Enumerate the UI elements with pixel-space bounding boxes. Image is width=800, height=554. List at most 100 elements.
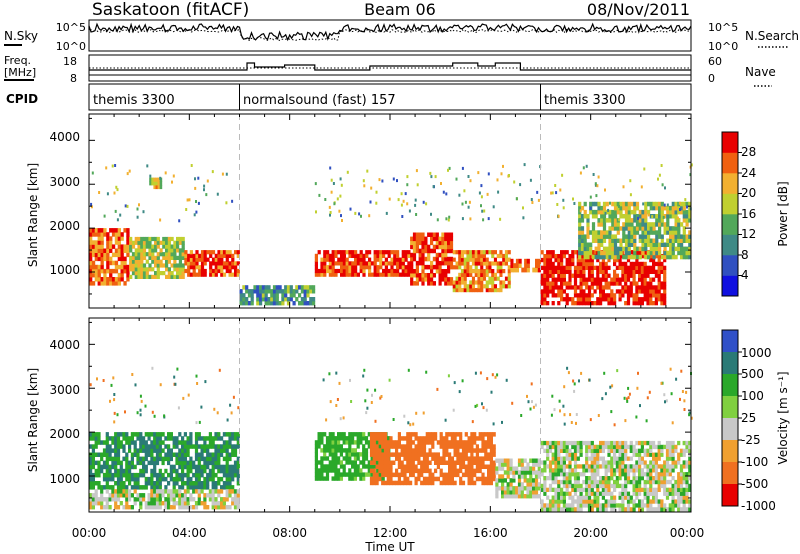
power-cell	[447, 218, 450, 222]
velocity-cell	[331, 444, 335, 449]
velocity-panel: 1000 2000 3000 4000 Slant Range [km]	[26, 317, 693, 513]
power-cell	[94, 268, 98, 274]
velocity-cell	[428, 460, 432, 465]
velocity-cell	[236, 440, 240, 445]
power-cell	[349, 207, 352, 211]
power-cell	[467, 175, 470, 178]
velocity-cell	[660, 452, 664, 457]
power-cell	[414, 203, 417, 207]
velocity-cell	[610, 456, 614, 461]
velocity-cell	[375, 452, 379, 457]
power-cell	[580, 230, 585, 235]
power-cell	[438, 240, 442, 246]
power-cell	[611, 238, 615, 243]
power-cell	[259, 293, 263, 298]
velocity-cell	[94, 432, 98, 437]
power-cell	[348, 253, 352, 258]
velocity-cell	[334, 452, 338, 457]
power-cell	[348, 268, 352, 274]
velocity-cell	[621, 440, 625, 446]
velocity-cell	[102, 448, 107, 453]
velocity-cell	[590, 479, 594, 485]
power-cell	[189, 261, 193, 266]
power-cell	[666, 205, 670, 211]
power-cell	[154, 255, 158, 260]
power-cell	[599, 281, 603, 286]
velocity-cell	[422, 440, 427, 445]
velocity-cell	[509, 458, 513, 463]
velocity-cell	[150, 460, 154, 466]
power-cell	[421, 260, 425, 266]
velocity-cell	[652, 464, 656, 469]
velocity-cell	[579, 507, 583, 512]
velocity-cell	[320, 432, 324, 437]
velocity-cell	[590, 456, 594, 461]
velocity-cell	[203, 476, 207, 482]
power-cell	[594, 238, 598, 243]
velocity-cell	[153, 456, 157, 462]
power-cell	[404, 272, 408, 277]
power-cell	[629, 261, 633, 267]
power-cell	[137, 236, 141, 242]
velocity-cell	[560, 487, 564, 492]
velocity-cell	[372, 472, 376, 478]
power-cell	[407, 268, 411, 274]
velocity-cell	[172, 464, 176, 470]
velocity-cell	[587, 499, 592, 504]
power-cell	[608, 226, 612, 231]
velocity-cell	[657, 479, 661, 485]
power-cell	[167, 271, 171, 276]
velocity-cell	[353, 472, 357, 477]
power-cell	[165, 252, 169, 257]
velocity-cell	[467, 460, 471, 465]
velocity-cell	[389, 472, 393, 478]
velocity-cell	[383, 472, 388, 478]
velocity-cell	[534, 474, 539, 479]
velocity-cell	[111, 476, 115, 482]
velocity-cell	[125, 485, 129, 490]
velocity-cell	[520, 482, 524, 487]
velocity-cell	[335, 371, 338, 375]
power-cell	[551, 265, 555, 270]
power-cell	[239, 297, 243, 302]
velocity-cell	[130, 440, 134, 445]
power-cell	[571, 273, 575, 278]
velocity-cell	[551, 479, 555, 485]
velocity-axes	[88, 318, 692, 512]
power-cell	[642, 202, 645, 206]
velocity-cell	[613, 448, 617, 453]
power-cbar-tick: 12	[741, 227, 756, 241]
velocity-cell	[613, 507, 617, 512]
power-cell	[159, 263, 163, 268]
velocity-cell	[122, 456, 126, 462]
power-cell	[644, 201, 648, 207]
velocity-cell	[389, 480, 393, 486]
velocity-cell	[331, 432, 335, 437]
velocity-cell	[186, 448, 190, 453]
power-cell	[328, 268, 332, 274]
velocity-cell	[517, 462, 522, 467]
power-cell	[608, 214, 612, 219]
velocity-cell	[562, 456, 566, 461]
power-cell	[618, 254, 622, 259]
power-cell	[375, 201, 378, 205]
velocity-cell	[461, 440, 466, 445]
power-cell	[192, 253, 196, 258]
velocity-cell	[91, 472, 95, 478]
velocity-cell	[397, 432, 401, 437]
power-cell	[562, 265, 566, 270]
power-cell	[466, 250, 470, 255]
velocity-cell	[139, 436, 143, 441]
velocity-cell	[161, 476, 165, 482]
velocity-cell	[657, 483, 661, 489]
velocity-cell	[638, 448, 642, 453]
power-cell	[474, 288, 478, 293]
power-cell	[635, 297, 639, 302]
velocity-cell	[671, 483, 675, 489]
velocity-cell	[526, 490, 530, 495]
power-cell	[602, 254, 607, 260]
power-cell	[607, 297, 611, 302]
velocity-cell	[652, 499, 656, 504]
power-cell	[142, 263, 147, 268]
power-cell	[214, 261, 218, 266]
